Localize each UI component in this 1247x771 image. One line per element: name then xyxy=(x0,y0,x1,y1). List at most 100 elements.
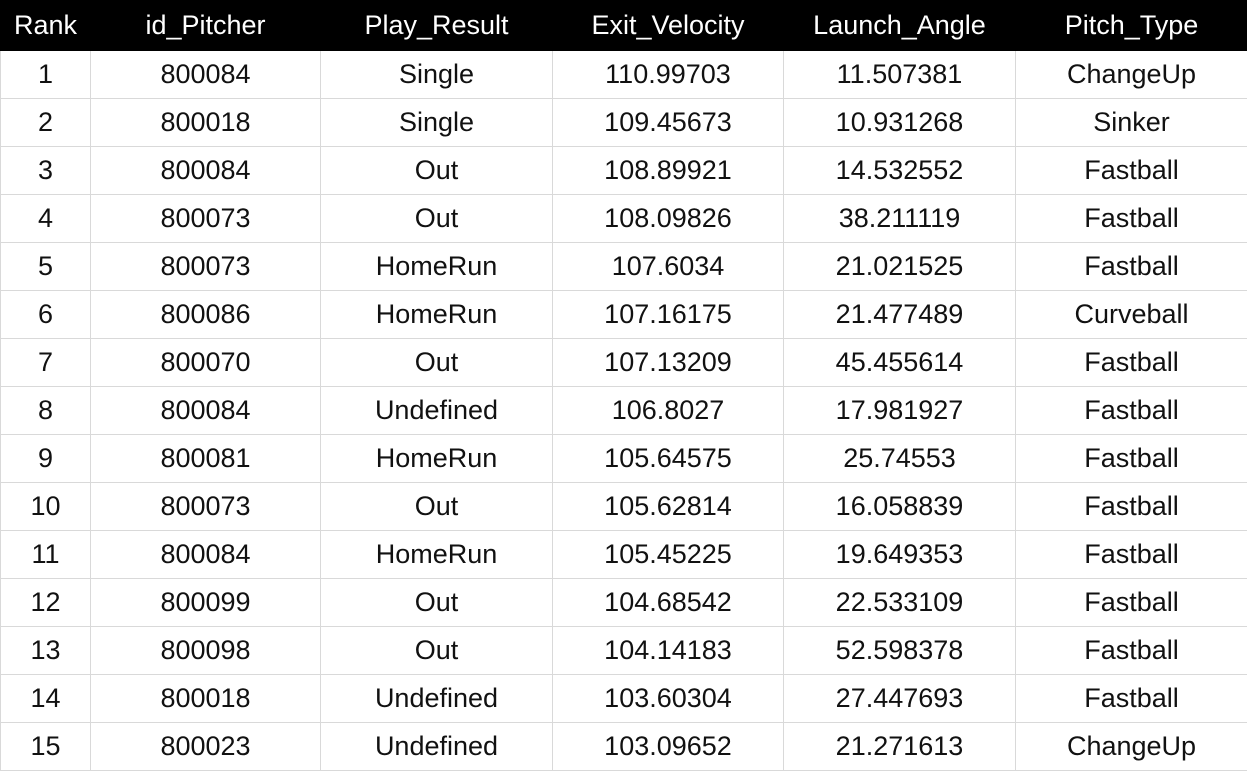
cell-exit-velocity: 105.62814 xyxy=(553,483,784,531)
cell-id-pitcher: 800073 xyxy=(91,483,321,531)
header-exit-velocity: Exit_Velocity xyxy=(553,0,784,51)
table-row: 11 800084 HomeRun 105.45225 19.649353 Fastbal… xyxy=(1,531,1247,579)
cell-rank: 1 xyxy=(1,51,91,99)
table-row: 12 800099 Out 104.68542 22.533109 Fastball xyxy=(1,579,1247,627)
cell-launch-angle: 38.211119 xyxy=(784,195,1016,243)
cell-rank: 8 xyxy=(1,387,91,435)
header-pitch-type: Pitch_Type xyxy=(1016,0,1247,51)
cell-exit-velocity: 107.13209 xyxy=(553,339,784,387)
table-row: 4 800073 Out 108.09826 38.211119 Fastball xyxy=(1,195,1247,243)
cell-pitch-type: Fastball xyxy=(1016,387,1247,435)
cell-pitch-type: Fastball xyxy=(1016,243,1247,291)
cell-id-pitcher: 800018 xyxy=(91,99,321,147)
cell-id-pitcher: 800084 xyxy=(91,387,321,435)
cell-launch-angle: 21.477489 xyxy=(784,291,1016,339)
cell-exit-velocity: 104.68542 xyxy=(553,579,784,627)
cell-exit-velocity: 103.60304 xyxy=(553,675,784,723)
cell-rank: 11 xyxy=(1,531,91,579)
cell-play-result: Out xyxy=(321,483,553,531)
cell-id-pitcher: 800070 xyxy=(91,339,321,387)
cell-id-pitcher: 800073 xyxy=(91,195,321,243)
cell-launch-angle: 52.598378 xyxy=(784,627,1016,675)
cell-pitch-type: Curveball xyxy=(1016,291,1247,339)
cell-id-pitcher: 800084 xyxy=(91,531,321,579)
table-row: 7 800070 Out 107.13209 45.455614 Fastball xyxy=(1,339,1247,387)
cell-play-result: Undefined xyxy=(321,675,553,723)
cell-pitch-type: Fastball xyxy=(1016,195,1247,243)
table-row: 8 800084 Undefined 106.8027 17.981927 Fastbal… xyxy=(1,387,1247,435)
cell-exit-velocity: 107.6034 xyxy=(553,243,784,291)
header-launch-angle: Launch_Angle xyxy=(784,0,1016,51)
table-row: 1 800084 Single 110.99703 11.507381 ChangeUp xyxy=(1,51,1247,99)
cell-pitch-type: ChangeUp xyxy=(1016,723,1247,771)
cell-exit-velocity: 103.09652 xyxy=(553,723,784,771)
cell-pitch-type: Fastball xyxy=(1016,435,1247,483)
cell-id-pitcher: 800023 xyxy=(91,723,321,771)
header-row: Rank id_Pitcher Play_Result Exit_Velocit… xyxy=(1,0,1247,51)
cell-play-result: Single xyxy=(321,51,553,99)
cell-pitch-type: Fastball xyxy=(1016,531,1247,579)
cell-rank: 2 xyxy=(1,99,91,147)
cell-exit-velocity: 108.89921 xyxy=(553,147,784,195)
cell-play-result: Out xyxy=(321,339,553,387)
cell-exit-velocity: 108.09826 xyxy=(553,195,784,243)
table-row: 9 800081 HomeRun 105.64575 25.74553 Fastball xyxy=(1,435,1247,483)
cell-pitch-type: Sinker xyxy=(1016,99,1247,147)
table-row: 14 800018 Undefined 103.60304 27.447693 Fastb… xyxy=(1,675,1247,723)
cell-play-result: Single xyxy=(321,99,553,147)
cell-exit-velocity: 107.16175 xyxy=(553,291,784,339)
cell-launch-angle: 17.981927 xyxy=(784,387,1016,435)
cell-launch-angle: 25.74553 xyxy=(784,435,1016,483)
cell-pitch-type: ChangeUp xyxy=(1016,51,1247,99)
cell-rank: 7 xyxy=(1,339,91,387)
cell-play-result: HomeRun xyxy=(321,531,553,579)
cell-play-result: Out xyxy=(321,147,553,195)
cell-pitch-type: Fastball xyxy=(1016,147,1247,195)
cell-launch-angle: 10.931268 xyxy=(784,99,1016,147)
cell-play-result: HomeRun xyxy=(321,243,553,291)
cell-launch-angle: 14.532552 xyxy=(784,147,1016,195)
table-row: 2 800018 Single 109.45673 10.931268 Sinker xyxy=(1,99,1247,147)
cell-play-result: Out xyxy=(321,579,553,627)
table-header: Rank id_Pitcher Play_Result Exit_Velocit… xyxy=(1,0,1247,51)
cell-id-pitcher: 800086 xyxy=(91,291,321,339)
cell-id-pitcher: 800084 xyxy=(91,147,321,195)
cell-rank: 5 xyxy=(1,243,91,291)
cell-launch-angle: 19.649353 xyxy=(784,531,1016,579)
cell-rank: 4 xyxy=(1,195,91,243)
cell-exit-velocity: 110.99703 xyxy=(553,51,784,99)
cell-play-result: HomeRun xyxy=(321,291,553,339)
cell-play-result: Out xyxy=(321,195,553,243)
cell-pitch-type: Fastball xyxy=(1016,339,1247,387)
cell-rank: 9 xyxy=(1,435,91,483)
cell-exit-velocity: 104.14183 xyxy=(553,627,784,675)
cell-play-result: Undefined xyxy=(321,723,553,771)
table-row: 6 800086 HomeRun 107.16175 21.477489 Curvebal… xyxy=(1,291,1247,339)
cell-rank: 10 xyxy=(1,483,91,531)
table-body: 1 800084 Single 110.99703 11.507381 ChangeUp 2… xyxy=(1,51,1247,771)
cell-rank: 6 xyxy=(1,291,91,339)
cell-play-result: HomeRun xyxy=(321,435,553,483)
cell-launch-angle: 22.533109 xyxy=(784,579,1016,627)
cell-id-pitcher: 800099 xyxy=(91,579,321,627)
table-row: 15 800023 Undefined 103.09652 21.271613 Chang… xyxy=(1,723,1247,771)
cell-rank: 13 xyxy=(1,627,91,675)
cell-rank: 3 xyxy=(1,147,91,195)
cell-exit-velocity: 106.8027 xyxy=(553,387,784,435)
header-play-result: Play_Result xyxy=(321,0,553,51)
cell-launch-angle: 11.507381 xyxy=(784,51,1016,99)
cell-exit-velocity: 109.45673 xyxy=(553,99,784,147)
table-row: 3 800084 Out 108.89921 14.532552 Fastball xyxy=(1,147,1247,195)
cell-pitch-type: Fastball xyxy=(1016,483,1247,531)
table-row: 5 800073 HomeRun 107.6034 21.021525 Fastball xyxy=(1,243,1247,291)
table-row: 13 800098 Out 104.14183 52.598378 Fastball xyxy=(1,627,1247,675)
cell-id-pitcher: 800084 xyxy=(91,51,321,99)
cell-pitch-type: Fastball xyxy=(1016,579,1247,627)
cell-play-result: Out xyxy=(321,627,553,675)
cell-id-pitcher: 800073 xyxy=(91,243,321,291)
cell-rank: 14 xyxy=(1,675,91,723)
cell-rank: 12 xyxy=(1,579,91,627)
cell-launch-angle: 21.271613 xyxy=(784,723,1016,771)
cell-exit-velocity: 105.45225 xyxy=(553,531,784,579)
